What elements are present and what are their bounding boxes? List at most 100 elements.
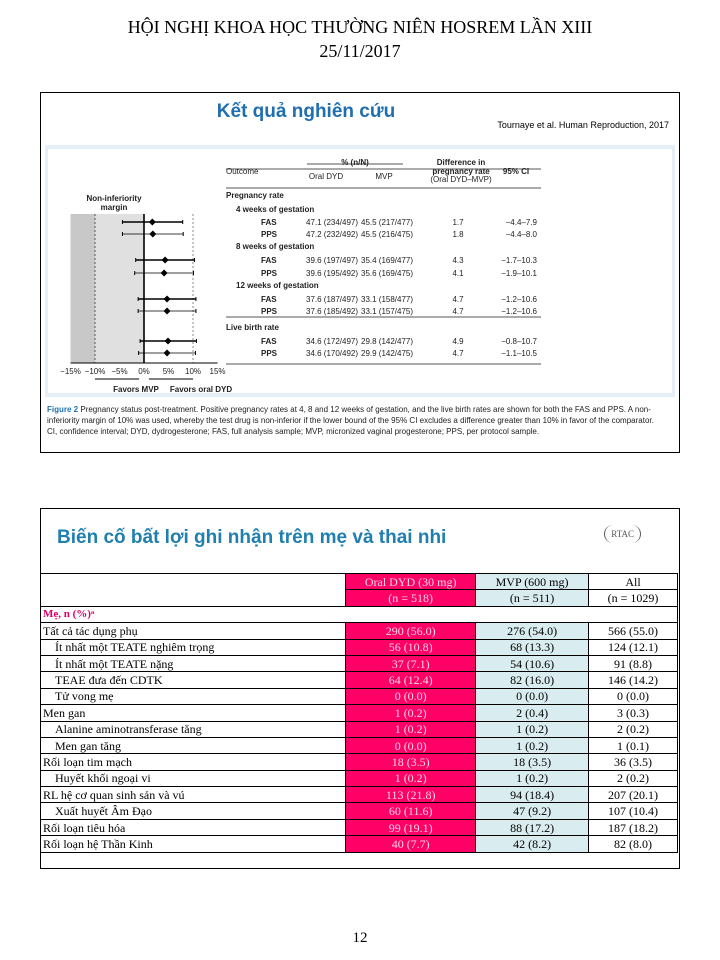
value-dyd: 18 (3.5) [345,753,477,771]
col-outcome: Outcome [226,167,259,176]
group-label: 8 weeks of gestation [236,242,315,251]
table-row: Alanine aminotransferase tăng 1 (0.2) 1 (0… [41,720,678,738]
row-label: Alanine aminotransferase tăng [41,720,347,738]
value-dyd: 99 (19.1) [345,818,477,837]
section-label: Mẹ, n (%)ᵃ [41,605,678,624]
row-population: FAS [261,256,277,265]
col-header-mvp: MVP (600 mg) [475,572,590,591]
value-mvp: 1 (0.2) [475,720,590,738]
section-live-birth: Live birth rate [226,323,279,332]
value-dyd: 37.6 (185/492) [306,307,359,316]
value-dyd: 56 (10.8) [345,638,477,656]
caption-abbreviations: CI, confidence interval; DYD, dydrogeste… [47,427,540,436]
header-title: HỘI NGHỊ KHOA HỌC THƯỜNG NIÊN HOSREM LẦN… [127,17,593,37]
margin-shade-dark [70,214,95,363]
value-dyd: 34.6 (170/492) [306,349,359,358]
value-ci: −1.2–10.6 [501,307,537,316]
value-dyd: 60 (11.6) [345,802,477,820]
value-ci: −1.7–10.3 [501,256,537,265]
value-all: 82 (8.0) [588,835,678,853]
col-dyd: Oral DYD [308,172,344,181]
value-all: 207 (20.1) [588,786,678,804]
citation: Tournaye et al. Human Reproduction, 2017 [497,120,669,130]
value-all: 107 (10.4) [588,802,678,820]
value-all: 0 (0.0) [588,687,678,706]
header-date: 25/11/2017 [319,41,401,61]
value-ci: −1.1–10.5 [501,349,537,358]
table-row: Tất cả tác dụng phụ 290 (56.0) 276 (54.0) 5… [41,622,678,640]
section-pregnancy: Pregnancy rate [226,191,284,200]
value-mvp: 1 (0.2) [475,736,590,755]
row-population: FAS [261,337,277,346]
value-diff: 1.7 [452,218,464,227]
adverse-events-table: Oral DYD (30 mg) MVP (600 mg) All (n = 5… [41,572,678,853]
value-mvp: 29.8 (142/477) [361,337,414,346]
slide-adverse-events: Biến cố bất lợi ghi nhận trên mẹ và thai… [40,508,680,869]
value-ci: −4.4–7.9 [505,218,537,227]
value-mvp: 33.1 (158/477) [361,295,414,304]
estimate-diamond [164,337,172,345]
row-label: Ít nhất một TEATE nặng [41,654,347,673]
value-all: 146 (14.2) [588,671,678,689]
estimate-diamond [163,349,171,357]
value-dyd: 113 (21.8) [345,786,477,804]
value-dyd: 1 (0.2) [345,720,477,738]
table-row: Men gan 1 (0.2) 2 (0.4) 3 (0.3) [41,704,678,722]
table-row: TEAE đưa đến CDTK 64 (12.4) 82 (16.0) 146 (… [41,671,678,689]
value-all: 36 (3.5) [588,753,678,771]
row-label: Tất cả tác dụng phụ [41,622,347,640]
forest-plot [70,163,541,380]
value-dyd: 34.6 (172/497) [306,337,359,346]
rtac-logo: RTAC [604,525,641,543]
figure-panel: Outcome % (n/N) Oral DYD MVP Difference in pr… [45,145,675,397]
value-diff: 4.9 [452,337,464,346]
table-row: Xuất huyết Âm Đạo 60 (11.6) 47 (9.2) 107 (1… [41,802,678,820]
value-ci: −0.8–10.7 [501,337,537,346]
axis-tick-label: 15% [209,367,226,376]
value-diff: 1.8 [452,230,464,239]
value-mvp: 45.5 (216/475) [361,230,414,239]
margin-label: Non-inferiority margin [86,194,142,212]
value-mvp: 42 (8.2) [475,835,590,853]
value-dyd: 39.6 (197/497) [306,256,359,265]
value-dyd: 1 (0.2) [345,704,477,722]
value-dyd: 0 (0.0) [345,687,477,706]
row-label: Men gan tăng [41,736,347,755]
value-mvp: 35.6 (169/475) [361,269,414,278]
row-population: PPS [261,307,278,316]
row-label: Rối loạn tiêu hóa [41,818,347,837]
slide-results: Kết quả nghiên cứu Tournaye et al. Human… [40,92,680,453]
estimate-diamond [163,295,171,303]
margin-shade-light [95,214,144,363]
value-all: 566 (55.0) [588,622,678,640]
value-all: 3 (0.3) [588,704,678,722]
row-population: PPS [261,230,278,239]
row-label: Tử vong mẹ [41,687,347,706]
value-ci: −1.2–10.6 [501,295,537,304]
value-mvp: 0 (0.0) [475,687,590,706]
section-row: Mẹ, n (%)ᵃ [41,605,678,624]
table-row: RL hệ cơ quan sinh sản và vú 113 (21.8) 94… [41,786,678,804]
caption-text: Pregnancy status post-treatment. Positiv… [47,405,654,425]
value-dyd: 37.6 (187/497) [306,295,359,304]
value-all: 2 (0.2) [588,769,678,788]
value-mvp: 54 (10.6) [475,654,590,673]
value-dyd: 290 (56.0) [345,622,477,640]
col-header-all: All [588,572,678,591]
table-row: Ít nhất một TEATE nghiêm trọng 56 (10.8) 6… [41,638,678,656]
value-dyd: 47.1 (234/497) [306,218,359,227]
table-row: Men gan tăng 0 (0.0) 1 (0.2) 1 (0.1) [41,736,678,755]
slide-title: Biến cố bất lợi ghi nhận trên mẹ và thai… [57,527,447,548]
axis-tick-label: −10% [84,367,106,376]
row-label: Xuất huyết Âm Đạo [41,802,347,820]
forest-plot-figure: Outcome % (n/N) Oral DYD MVP Difference in pr… [48,149,672,394]
n-dyd: (n = 518) [345,589,477,607]
value-mvp: 88 (17.2) [475,818,590,837]
estimate-diamond [163,307,171,315]
row-population: FAS [261,218,277,227]
axis-tick-label: 5% [162,367,175,376]
row-label: RL hệ cơ quan sinh sản và vú [41,786,347,804]
axis-tick-label: −5% [111,367,128,376]
value-diff: 4.3 [452,256,464,265]
value-mvp: 18 (3.5) [475,753,590,771]
